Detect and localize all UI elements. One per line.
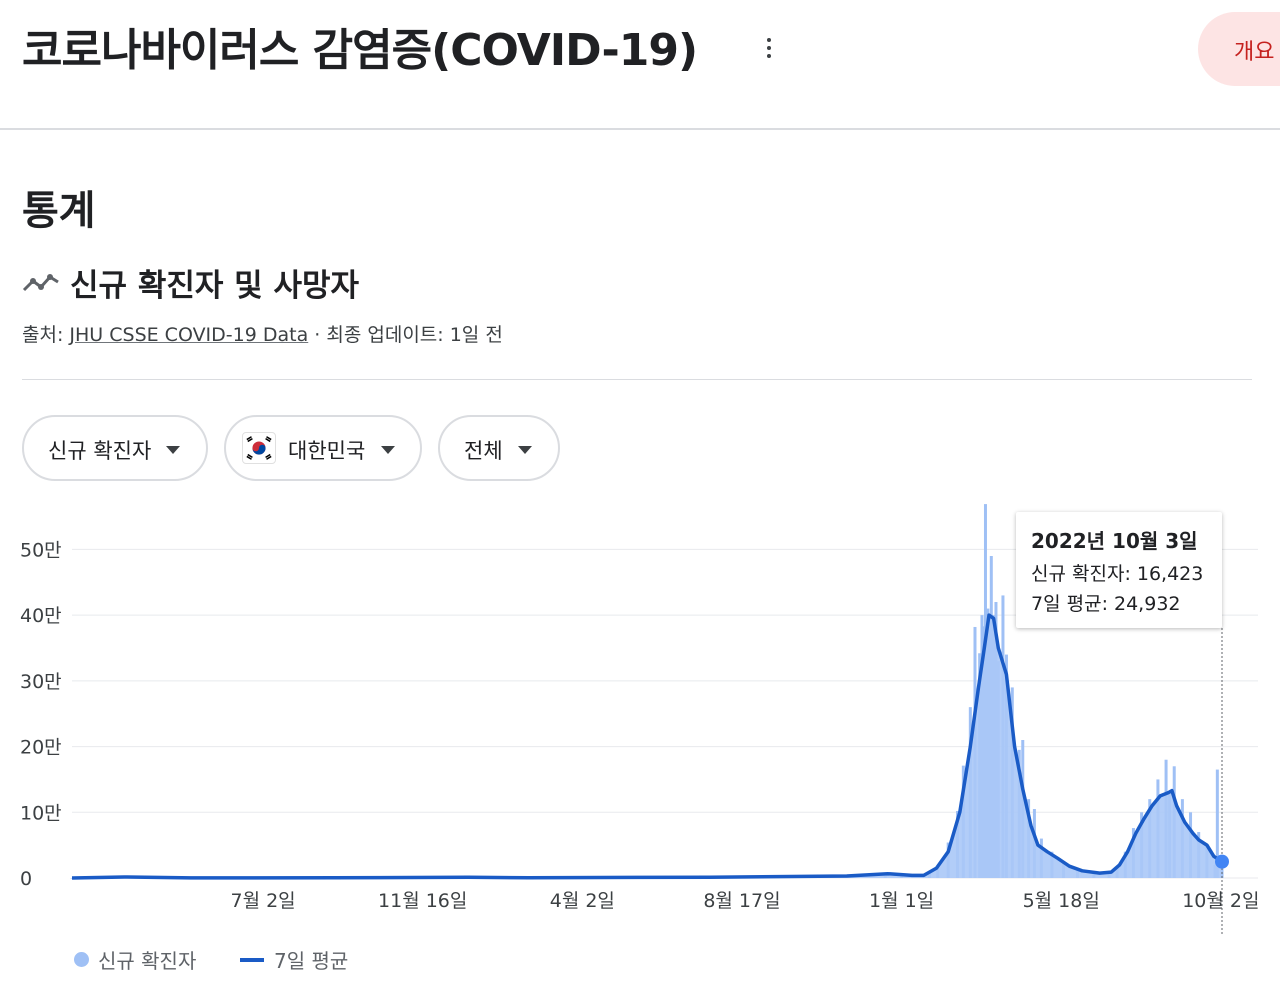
y-tick-label: 40만	[20, 605, 62, 627]
y-tick-label: 30만	[20, 671, 62, 693]
arrow-drop-down-icon	[518, 446, 532, 454]
metric-dropdown[interactable]: 신규 확진자	[22, 415, 208, 481]
x-tick-label: 11월 16일	[378, 890, 467, 912]
bar	[1215, 769, 1219, 878]
trending-line-icon	[22, 274, 59, 292]
subsection-title: 신규 확진자 및 사망자	[70, 268, 360, 304]
range-dropdown-label: 전체	[464, 439, 503, 463]
x-tick-label: 5월 18일	[1023, 890, 1100, 912]
legend-cases-label: 신규 확진자	[98, 949, 197, 973]
source-line: 출처: JHU CSSE COVID-19 Data · 최종 업데이트: 1일…	[22, 320, 503, 347]
divider	[22, 379, 1252, 380]
y-tick-label: 10만	[20, 802, 62, 824]
average-line	[71, 613, 1223, 880]
page-title: 코로나바이러스 감염증(COVID-19)	[22, 25, 698, 76]
tooltip-average: 7일 평균: 24,932	[1031, 593, 1181, 615]
metric-dropdown-label: 신규 확진자	[48, 439, 152, 463]
arrow-drop-down-icon	[381, 446, 395, 454]
last-updated: · 최종 업데이트: 1일 전	[308, 324, 503, 346]
x-tick-label: 1월 1일	[869, 890, 934, 912]
more-vert-icon[interactable]	[762, 38, 776, 62]
y-tick-label: 50만	[20, 539, 62, 561]
bar	[70, 878, 74, 879]
country-dropdown[interactable]: 대한민국	[224, 415, 422, 481]
korea-flag-icon	[242, 432, 276, 464]
hover-point	[1215, 854, 1229, 869]
arrow-drop-down-icon	[166, 446, 180, 454]
cases-chart[interactable]: 0 10만 20만 30만 40만 50만 7월 2일 11월 16일 4월 2일 8월 17일…	[0, 500, 1280, 940]
page-header: 코로나바이러스 감염증(COVID-19) 개요	[0, 0, 1280, 130]
tab-overview[interactable]: 개요	[1198, 12, 1280, 86]
chart-tooltip: 2022년 10월 3일 신규 확진자: 16,423 7일 평균: 24,93…	[1016, 512, 1222, 628]
range-dropdown[interactable]: 전체	[438, 415, 560, 481]
x-tick-label: 7월 2일	[230, 890, 295, 912]
x-tick-label: 4월 2일	[550, 890, 615, 912]
tooltip-date: 2022년 10월 3일	[1031, 529, 1198, 553]
x-tick-label: 10월 2일	[1182, 890, 1259, 912]
country-dropdown-label: 대한민국	[288, 439, 366, 463]
section-title: 통계	[22, 188, 96, 234]
source-prefix: 출처:	[22, 324, 70, 346]
source-link[interactable]: JHU CSSE COVID-19 Data	[69, 324, 309, 346]
average-area	[72, 615, 1222, 878]
legend-average-label: 7일 평균	[274, 949, 349, 973]
legend-cases-dot	[74, 952, 89, 967]
y-tick-label: 20만	[20, 737, 62, 759]
y-tick-label: 0	[20, 868, 32, 890]
legend-average-line	[240, 958, 264, 962]
tooltip-cases: 신규 확진자: 16,423	[1031, 563, 1204, 585]
tab-overview-label: 개요	[1234, 40, 1275, 65]
x-tick-label: 8월 17일	[703, 890, 780, 912]
